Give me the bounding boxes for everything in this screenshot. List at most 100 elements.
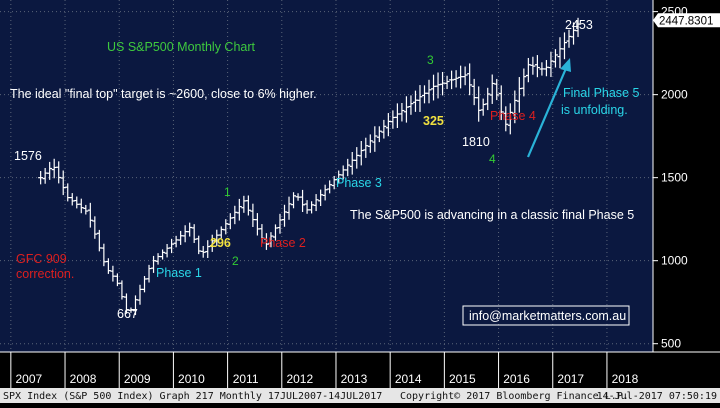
ohlc-bar-103 <box>503 106 509 132</box>
target-note: The ideal "final top" target is ~2600, c… <box>10 87 317 101</box>
label-296: 296 <box>210 236 231 250</box>
price-bars <box>38 17 581 316</box>
xtick-label-2016: 2016 <box>503 372 530 386</box>
xtick-label-2014: 2014 <box>395 372 422 386</box>
ohlc-bar-2 <box>47 161 53 180</box>
wave-4-label: 4 <box>489 152 496 166</box>
ohlc-bar-64 <box>327 180 333 194</box>
xtick-label-2017: 2017 <box>557 372 584 386</box>
ohlc-bar-27 <box>160 249 166 260</box>
phase5-arrow-shaft <box>526 65 569 158</box>
footer-left-text: SPX Index (S&P 500 Index) Graph 217 Mont… <box>3 391 382 402</box>
ohlc-bar-82 <box>408 95 414 115</box>
xtick-label-2010: 2010 <box>178 372 205 386</box>
xtick-label-2009: 2009 <box>124 372 151 386</box>
ohlc-bar-29 <box>169 238 175 254</box>
footer-timestamp-text: 14-Jul-2017 07:50:19 <box>597 391 717 402</box>
ohlc-bar-61 <box>313 194 319 212</box>
ohlc-bar-92 <box>453 70 459 88</box>
ohlc-bar-114 <box>552 49 558 68</box>
label-1810: 1810 <box>462 135 490 149</box>
label-1576: 1576 <box>14 149 42 163</box>
ohlc-bar-11 <box>87 202 93 228</box>
ohlc-bar-101 <box>494 78 500 101</box>
ohlc-bar-99 <box>485 87 491 111</box>
last-price-label: 2447.8301 <box>659 15 713 27</box>
ohlc-bar-37 <box>205 240 211 258</box>
wave-1-label: 1 <box>224 185 231 199</box>
ohlc-bar-54 <box>282 204 288 227</box>
phase5-label-line1: Final Phase 5 <box>563 86 639 100</box>
ohlc-bar-55 <box>286 196 292 220</box>
email-watermark: info@marketmatters.com.au <box>469 309 626 323</box>
ytick-label-500: 500 <box>661 337 681 351</box>
last-price-box <box>653 13 720 28</box>
footer-bar <box>0 388 720 403</box>
ohlc-bar-62 <box>318 189 324 207</box>
xtick-label-2012: 2012 <box>286 372 313 386</box>
ytick-label-1000: 1000 <box>661 254 688 268</box>
email-box <box>462 305 630 326</box>
ohlc-bar-36 <box>200 245 206 258</box>
ytick-label-1500: 1500 <box>661 171 688 185</box>
phase5-label-line2: is unfolding. <box>561 103 628 117</box>
ohlc-bar-73 <box>367 134 373 153</box>
xtick-label-2011: 2011 <box>233 372 259 386</box>
phase5-arrow-head <box>560 58 571 72</box>
ohlc-bar-58 <box>300 189 306 212</box>
last-price-tag: 2447.8301 <box>653 13 720 28</box>
ohlc-bar-102 <box>498 85 504 121</box>
ohlc-bar-49 <box>259 224 265 243</box>
ohlc-bar-113 <box>548 51 554 78</box>
ohlc-bar-71 <box>358 141 364 166</box>
footer-copyright-text: Copyright© 2017 Bloomberg Finance L.P. <box>400 391 629 402</box>
ohlc-bar-46 <box>245 195 251 216</box>
label-325: 325 <box>423 114 444 128</box>
ohlc-bar-95 <box>467 63 473 96</box>
ytick-label-2000: 2000 <box>661 88 688 102</box>
ohlc-bar-0 <box>38 170 44 185</box>
xtick-label-2018: 2018 <box>612 372 639 386</box>
label-2453: 2453 <box>565 18 593 32</box>
ohlc-bar-76 <box>381 119 387 139</box>
ohlc-bar-90 <box>444 75 450 90</box>
xtick-label-2008: 2008 <box>70 372 97 386</box>
grid <box>0 0 653 352</box>
xtick-label-2015: 2015 <box>449 372 476 386</box>
ohlc-bar-94 <box>462 66 468 86</box>
xtick-label-2007: 2007 <box>15 372 42 386</box>
ohlc-bar-104 <box>507 103 513 135</box>
gfc-label-line2: correction. <box>16 267 74 281</box>
ohlc-bar-107 <box>521 68 527 97</box>
gfc-label-line1: GFC 909 <box>16 252 67 266</box>
ohlc-bar-10 <box>83 204 89 215</box>
ohlc-bar-44 <box>236 198 242 221</box>
phase3-label: Phase 3 <box>336 176 382 190</box>
ohlc-bar-56 <box>291 192 297 209</box>
wave-2-label: 2 <box>232 254 239 268</box>
xtick-label-2013: 2013 <box>341 372 368 386</box>
ohlc-bar-72 <box>363 137 369 158</box>
ohlc-bar-51 <box>268 232 274 248</box>
ohlc-bar-109 <box>530 56 536 75</box>
ohlc-bar-25 <box>151 255 157 273</box>
ohlc-bar-12 <box>92 216 98 239</box>
annotations: The ideal "final top" target is ~2600, c… <box>10 18 639 326</box>
label-667: 667 <box>117 307 138 321</box>
ohlc-bar-84 <box>417 85 423 112</box>
ohlc-bar-105 <box>512 90 518 124</box>
ohlc-bar-86 <box>426 79 432 104</box>
ohlc-bar-100 <box>489 74 495 104</box>
ohlc-bar-68 <box>345 158 351 177</box>
ohlc-bar-63 <box>322 184 328 201</box>
phase2-label: Phase 2 <box>260 236 306 250</box>
ohlc-bar-119 <box>575 17 581 38</box>
ohlc-bar-50 <box>263 233 269 250</box>
footer: SPX Index (S&P 500 Index) Graph 217 Mont… <box>0 388 720 403</box>
ohlc-bar-74 <box>372 126 378 152</box>
ohlc-bar-116 <box>561 32 567 60</box>
ohlc-bar-9 <box>78 198 84 214</box>
